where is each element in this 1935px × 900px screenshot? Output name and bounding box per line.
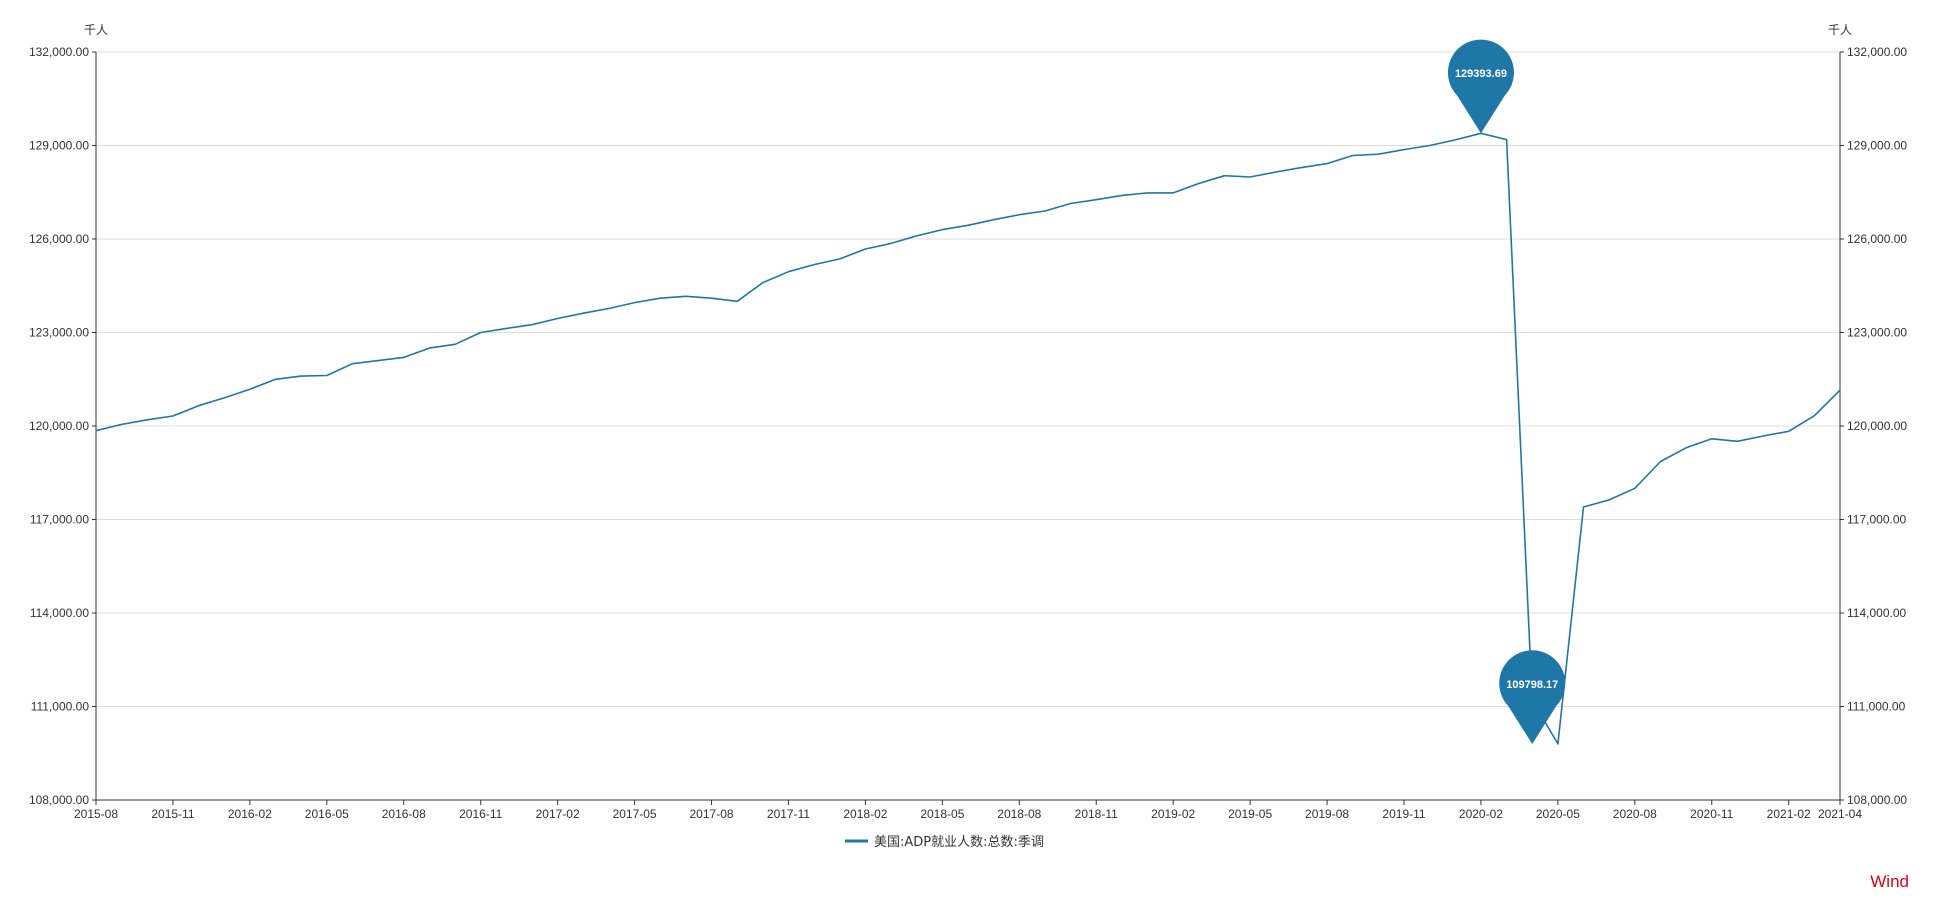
y-tick-label-right: 108,000.00: [1847, 793, 1907, 807]
y-tick-label-right: 117,000.00: [1847, 513, 1906, 527]
series-line: [95, 132, 1841, 745]
x-tick-label: 2020-05: [1536, 807, 1580, 821]
annotation-pin-label: 129393.69: [1455, 68, 1507, 80]
y-tick-label-left: 132,000.00: [29, 45, 89, 59]
x-tick-label: 2016-11: [459, 807, 502, 821]
x-tick-label: 2017-08: [690, 807, 734, 821]
x-tick-label: 2021-04: [1818, 807, 1862, 821]
x-tick-label: 2016-05: [305, 807, 349, 821]
x-tick-label: 2019-02: [1151, 807, 1195, 821]
x-tick-label: 2016-02: [228, 807, 272, 821]
x-tick-label: 2018-11: [1075, 807, 1118, 821]
annotation-pin-max: 129393.69: [1447, 39, 1514, 134]
legend-label: 美国:ADP就业人数:总数:季调: [874, 835, 1044, 850]
y-tick-label-left: 120,000.00: [29, 419, 89, 433]
y-unit-right: 千人: [1828, 23, 1852, 37]
y-tick-label-left: 111,000.00: [31, 700, 90, 714]
x-tick-label: 2021-02: [1767, 807, 1811, 821]
x-tick-label: 2020-08: [1613, 807, 1657, 821]
legend[interactable]: 美国:ADP就业人数:总数:季调: [845, 835, 1044, 850]
x-tick-label: 2018-02: [843, 807, 887, 821]
y-tick-label-left: 114,000.00: [30, 606, 89, 620]
x-tick-label: 2015-11: [151, 807, 194, 821]
y-tick-label-left: 123,000.00: [29, 326, 89, 340]
wind-brand-logo: Wind: [1870, 872, 1909, 891]
annotation-pin-min: 109798.17: [1499, 650, 1566, 744]
x-tick-label: 2016-08: [382, 807, 426, 821]
y-tick-label-left: 108,000.00: [29, 793, 89, 807]
tick-labels: 108,000.00 108,000.00 111,000.00 111,000.00…: [29, 45, 1907, 821]
x-tick-label: 2019-11: [1382, 807, 1425, 821]
y-tick-label-left: 129,000.00: [29, 139, 89, 153]
x-tick-label: 2020-11: [1690, 807, 1733, 821]
x-tick-label: 2017-02: [536, 807, 580, 821]
axes: [92, 51, 1844, 805]
y-tick-label-right: 111,000.00: [1847, 700, 1906, 714]
annotation-pin-label: 109798.17: [1506, 679, 1558, 691]
x-tick-label: 2019-05: [1228, 807, 1272, 821]
annotation-pin-marker: [1499, 650, 1566, 744]
x-tick-label: 2017-05: [613, 807, 657, 821]
gridlines: [96, 51, 1840, 801]
y-tick-label-right: 126,000.00: [1847, 232, 1907, 246]
y-tick-label-right: 123,000.00: [1847, 326, 1907, 340]
y-tick-label-left: 117,000.00: [30, 513, 89, 527]
x-tick-label: 2018-05: [920, 807, 964, 821]
series-lines: [95, 132, 1841, 745]
y-tick-label-right: 132,000.00: [1847, 45, 1907, 59]
x-tick-label: 2019-08: [1305, 807, 1349, 821]
y-tick-label-right: 129,000.00: [1847, 139, 1907, 153]
x-tick-label: 2015-08: [74, 807, 118, 821]
x-tick-label: 2017-11: [767, 807, 810, 821]
x-tick-label: 2020-02: [1459, 807, 1503, 821]
y-tick-label-left: 126,000.00: [29, 232, 89, 246]
annotations: 129393.69 109798.17: [1447, 39, 1566, 744]
annotation-pin-marker: [1447, 39, 1514, 134]
y-tick-label-right: 114,000.00: [1847, 606, 1906, 620]
y-tick-label-right: 120,000.00: [1847, 419, 1907, 433]
y-unit-left: 千人: [84, 23, 108, 37]
x-tick-label: 2018-08: [997, 807, 1041, 821]
